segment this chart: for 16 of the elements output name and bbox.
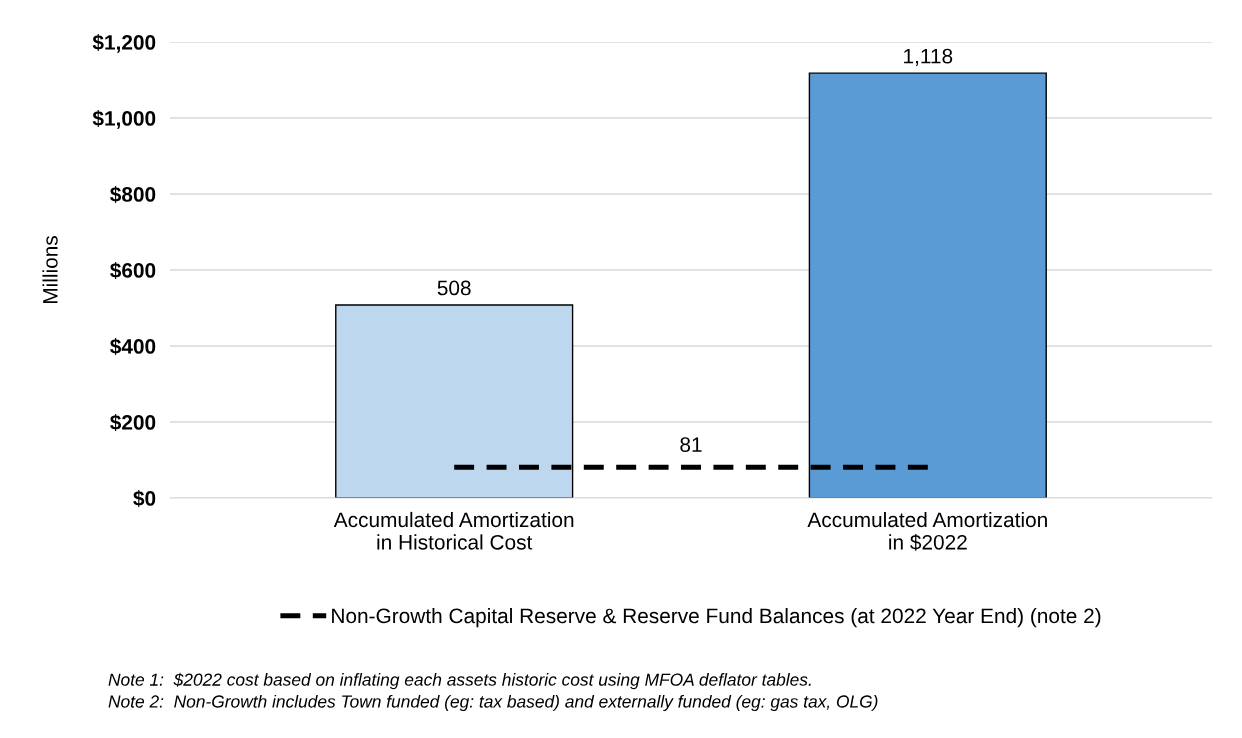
data-label: 1,118 <box>904 48 953 66</box>
y-tick-label: $200 <box>110 414 156 432</box>
legend-label: Non-Growth Capital Reserve & Reserve Fund Balances (at 2022 Year End) (note 2) <box>332 607 1101 628</box>
data-label: 508 <box>437 280 471 296</box>
annotation: 81 <box>680 437 702 452</box>
x-tick-label: Accumulated Amortization in Historical Cost <box>333 511 574 550</box>
y-tick-label: $600 <box>110 262 156 280</box>
text: Note 2: Non-Growth includes Town funded (eg: tax based) and externally funded (eg: gas tax, OLG) <box>108 694 878 712</box>
text: Note 1: $2022 cost based on inflating each assets historic cost using MFOA deflator tables. <box>108 672 811 690</box>
y-tick-label: $400 <box>110 338 156 356</box>
y-tick-label: $800 <box>110 186 156 204</box>
y-tick-label: $1,000 <box>92 110 156 129</box>
x-tick-label: Accumulated Amortization in $2022 <box>807 511 1047 551</box>
y-tick-label: $1,200 <box>92 34 156 53</box>
y-tick-label: $0 <box>133 490 156 508</box>
y-axis-title: Millions <box>42 236 58 304</box>
